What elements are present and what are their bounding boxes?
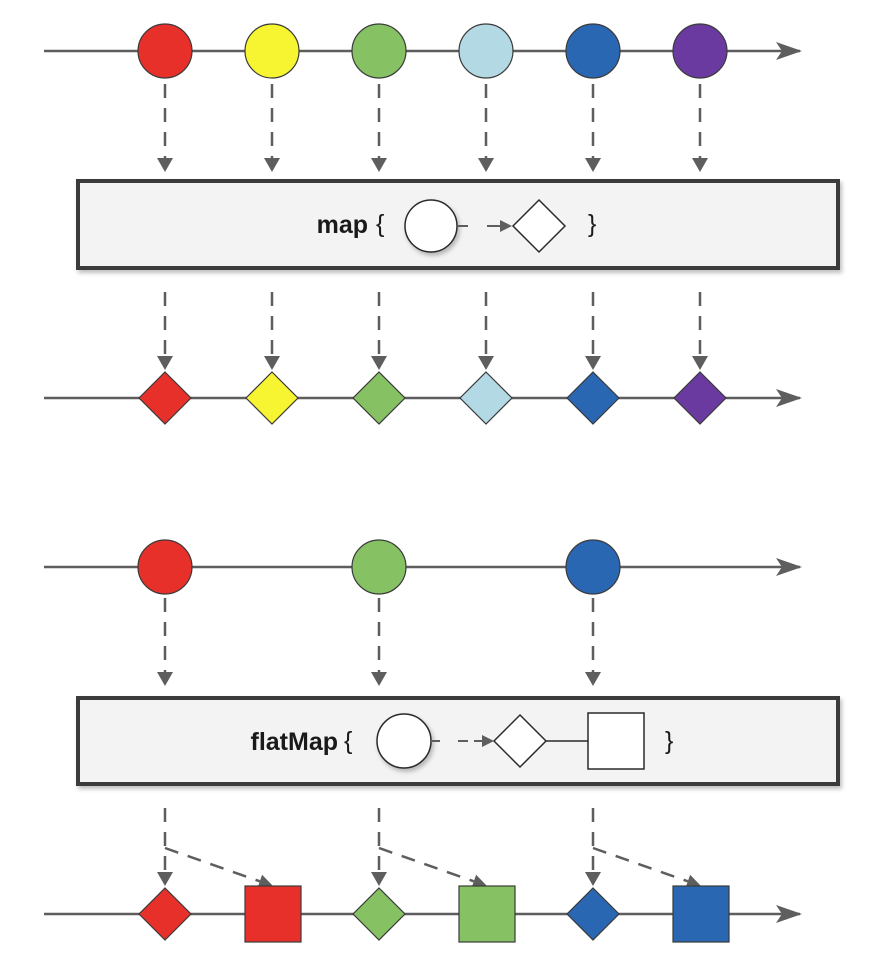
map-input-arrow-purple — [692, 84, 708, 172]
map-input-arrow-red — [157, 84, 173, 172]
flatmap-input-arrow-blue — [585, 598, 601, 686]
map-output-arrow-yellow — [264, 292, 280, 370]
map-output-arrow-purple — [692, 292, 708, 370]
map-input-arrows — [157, 84, 708, 172]
flatmap-input-marble-blue — [565, 539, 621, 595]
flatmap-input-timeline-arrowhead — [776, 558, 802, 576]
flatmap-operator-box: flatMap { } — [76, 696, 840, 786]
map-input-arrow-yellow — [264, 84, 280, 172]
flatmap-input-marble-green — [351, 539, 407, 595]
map-output-marble-green — [352, 371, 406, 425]
flatmap-output-marbles — [138, 885, 730, 943]
map-input-marble-red — [137, 23, 193, 79]
flatmap-close-brace: } — [665, 727, 673, 755]
map-output-arrows — [157, 292, 708, 370]
flatmap-output-arrow-blue — [585, 808, 601, 886]
flatmap-branch-arrow-blue — [592, 846, 701, 888]
map-operator-name: map — [317, 211, 368, 239]
map-output-timeline-arrowhead — [776, 389, 802, 407]
flatmap-output-diamond-icon — [492, 713, 548, 769]
flatmap-output-diamond-red — [138, 887, 192, 941]
map-input-arrow-blue — [585, 84, 601, 172]
flatmap-branch-arrow-green — [378, 846, 487, 888]
flatmap-transform-arrowhead — [482, 735, 494, 747]
map-output-marble-lightblue — [459, 371, 513, 425]
map-open-brace: { — [376, 210, 384, 238]
map-output-diamond-icon — [511, 198, 567, 254]
map-input-marble-blue — [565, 23, 621, 79]
flatmap-branch-arrow-red — [164, 846, 273, 888]
flatmap-input-arrow-red — [157, 598, 173, 686]
flatmap-diagram: flatMap { } — [44, 539, 840, 943]
flatmap-output-arrow-red — [157, 808, 173, 886]
map-diagram: map { } — [44, 23, 840, 425]
flatmap-output-square-green — [458, 885, 516, 943]
map-output-marbles — [138, 371, 727, 425]
map-operator-box-frame — [76, 179, 840, 270]
flatmap-output-arrow-green — [371, 808, 387, 886]
map-close-brace: } — [588, 210, 596, 238]
flatmap-input-marble-red — [137, 539, 193, 595]
map-input-marble-lightblue — [458, 23, 514, 79]
map-output-marble-purple — [673, 371, 727, 425]
map-input-marbles — [137, 23, 728, 79]
map-output-arrow-blue — [585, 292, 601, 370]
map-output-arrow-green — [371, 292, 387, 370]
flatmap-output-square-blue — [672, 885, 730, 943]
flatmap-output-diamond-blue — [566, 887, 620, 941]
map-transform-arrowhead — [500, 220, 512, 232]
map-output-arrow-lightblue — [478, 292, 494, 370]
flatmap-input-arrows — [157, 598, 601, 686]
map-input-arrow-lightblue — [478, 84, 494, 172]
flatmap-output-square-icon — [587, 712, 645, 770]
flatmap-output-diamond-green — [352, 887, 406, 941]
map-output-marble-blue — [566, 371, 620, 425]
flatmap-output-arrows — [157, 808, 701, 888]
flatmap-input-marbles — [137, 539, 621, 595]
map-output-arrow-red — [157, 292, 173, 370]
map-input-circle-icon — [404, 199, 458, 253]
map-input-timeline-arrowhead — [776, 42, 802, 60]
map-operator-box: map { } — [76, 179, 840, 270]
map-output-marble-red — [138, 371, 192, 425]
flatmap-input-circle-icon — [376, 713, 432, 769]
flatmap-open-brace: { — [344, 727, 352, 755]
map-input-marble-yellow — [244, 23, 300, 79]
map-input-marble-purple — [672, 23, 728, 79]
flatmap-operator-name: flatMap — [251, 728, 339, 756]
map-input-arrow-green — [371, 84, 387, 172]
flatmap-output-timeline-arrowhead — [776, 905, 802, 923]
map-output-marble-yellow — [245, 371, 299, 425]
map-input-marble-green — [351, 23, 407, 79]
flatmap-output-square-red — [244, 885, 302, 943]
flatmap-input-arrow-green — [371, 598, 387, 686]
